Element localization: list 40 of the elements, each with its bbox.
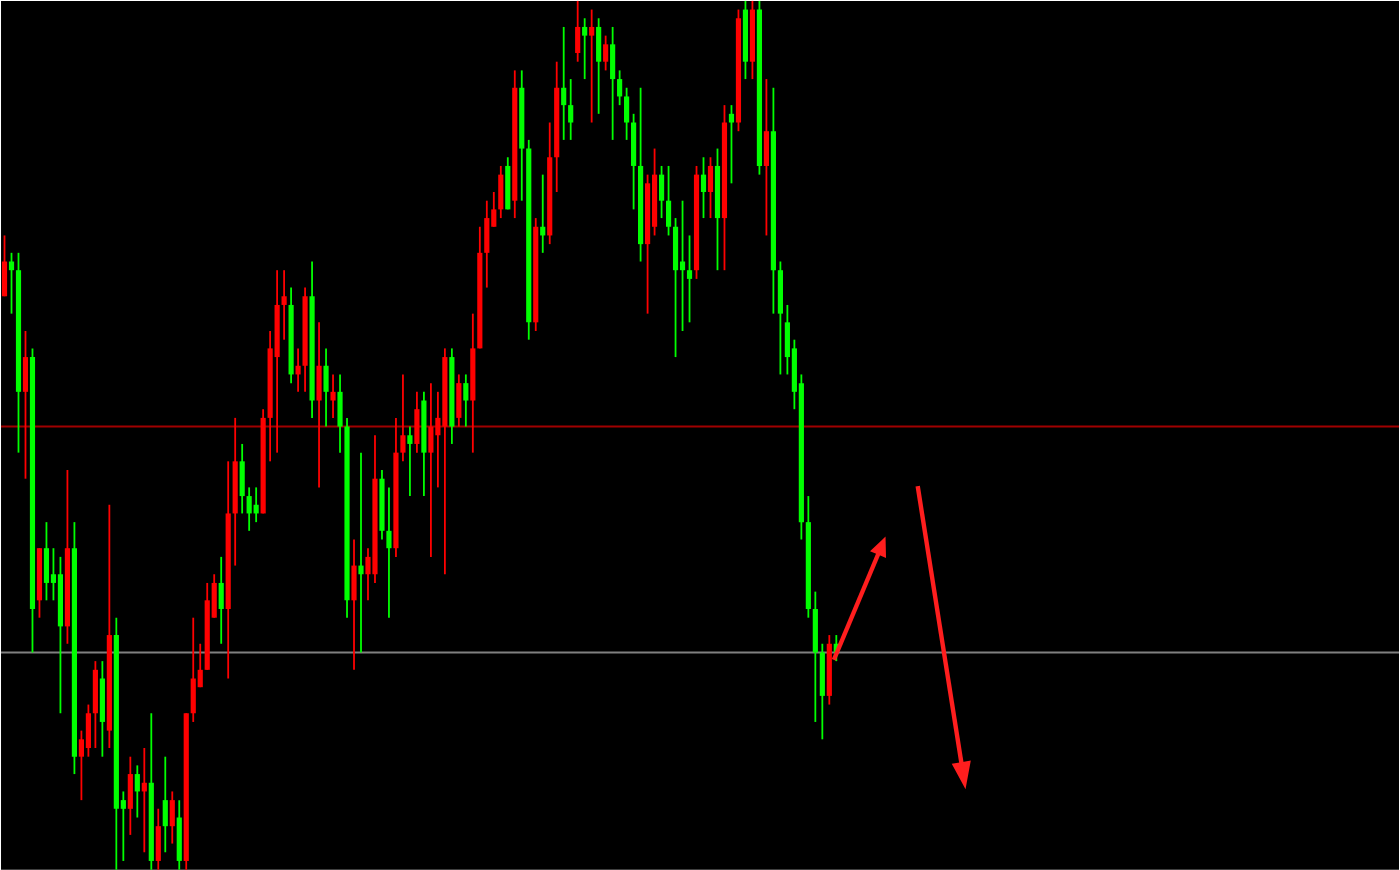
candlestick — [456, 373, 462, 428]
candlestick — [127, 755, 133, 836]
candlestick — [728, 103, 735, 184]
candlestick — [700, 156, 707, 219]
candlestick — [498, 164, 504, 219]
candlestick — [316, 321, 322, 489]
candlestick — [155, 807, 161, 870]
candlestick — [463, 373, 469, 428]
candlestick — [665, 164, 672, 237]
candlestick — [610, 25, 616, 141]
candlestick — [658, 164, 665, 219]
candlestick — [561, 25, 567, 141]
candlestick — [92, 659, 98, 749]
candlestick — [134, 764, 140, 819]
candlestick — [686, 234, 693, 323]
candlestick — [99, 659, 105, 758]
candlestick — [484, 199, 490, 289]
candlestick — [763, 77, 769, 237]
candlestick — [176, 798, 182, 870]
candlestick — [351, 538, 357, 671]
candlestick — [672, 216, 679, 358]
candlestick — [575, 0, 581, 63]
candlestick — [707, 156, 714, 219]
candlestick — [596, 17, 602, 115]
candlestick — [358, 451, 364, 654]
candlestick — [330, 373, 336, 419]
candlestick — [407, 425, 413, 497]
candlestick — [582, 17, 588, 80]
candlestick — [414, 390, 420, 454]
candlestick — [169, 790, 175, 845]
candlestick — [1, 234, 8, 297]
candlestick — [218, 555, 224, 645]
candlestick — [505, 156, 511, 211]
candlestick — [162, 755, 168, 853]
candlestick — [22, 329, 29, 480]
candlestick — [589, 8, 595, 124]
candlestick — [603, 34, 609, 72]
candlestick — [43, 520, 50, 601]
candlestick — [323, 347, 329, 428]
candlestick — [428, 381, 434, 558]
